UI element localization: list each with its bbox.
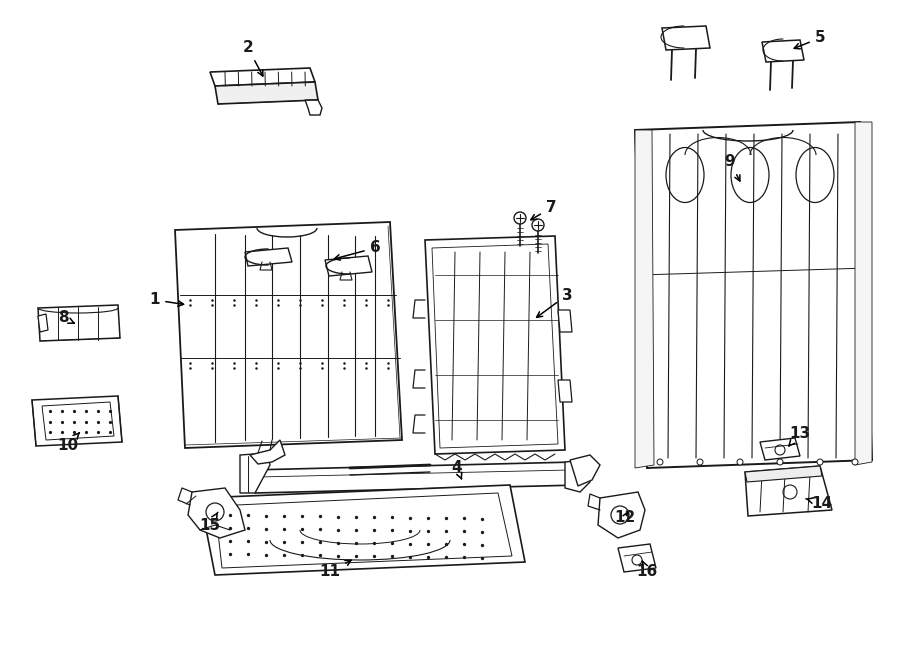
Polygon shape [745, 466, 822, 482]
Circle shape [777, 459, 783, 465]
Text: 4: 4 [452, 461, 463, 479]
Polygon shape [855, 122, 872, 465]
Text: 12: 12 [615, 510, 635, 525]
Polygon shape [188, 488, 245, 538]
Circle shape [817, 459, 823, 465]
Polygon shape [662, 26, 710, 50]
Text: 15: 15 [200, 512, 220, 533]
Polygon shape [558, 310, 572, 332]
Text: 16: 16 [636, 561, 658, 580]
Text: 11: 11 [320, 560, 351, 580]
Polygon shape [250, 440, 285, 464]
Polygon shape [245, 248, 292, 266]
Polygon shape [635, 122, 872, 468]
Polygon shape [635, 130, 654, 468]
Polygon shape [240, 453, 270, 493]
Text: 1: 1 [149, 293, 184, 307]
Text: 10: 10 [58, 432, 79, 453]
Circle shape [697, 459, 703, 465]
Text: 2: 2 [243, 40, 263, 76]
Text: 8: 8 [58, 311, 74, 325]
Text: 6: 6 [334, 241, 381, 260]
Circle shape [852, 459, 858, 465]
Text: 9: 9 [724, 155, 740, 181]
Circle shape [737, 459, 743, 465]
Text: 5: 5 [794, 30, 825, 49]
Polygon shape [250, 462, 580, 493]
Polygon shape [215, 82, 318, 104]
Polygon shape [598, 492, 645, 538]
Polygon shape [325, 256, 372, 276]
Polygon shape [425, 236, 565, 454]
Circle shape [657, 459, 663, 465]
Text: 13: 13 [789, 426, 811, 446]
Polygon shape [618, 544, 656, 572]
Polygon shape [305, 100, 322, 115]
Polygon shape [32, 396, 122, 446]
Polygon shape [570, 455, 600, 486]
Polygon shape [762, 40, 804, 62]
Polygon shape [558, 380, 572, 402]
Polygon shape [210, 68, 315, 86]
Text: 3: 3 [536, 288, 572, 317]
Polygon shape [38, 305, 120, 341]
Polygon shape [760, 438, 800, 460]
Text: 14: 14 [806, 496, 832, 510]
Polygon shape [200, 498, 215, 516]
Polygon shape [565, 460, 590, 492]
Polygon shape [38, 314, 48, 332]
Polygon shape [745, 466, 832, 516]
Polygon shape [175, 222, 402, 448]
Text: 7: 7 [531, 200, 556, 219]
Polygon shape [200, 485, 525, 575]
